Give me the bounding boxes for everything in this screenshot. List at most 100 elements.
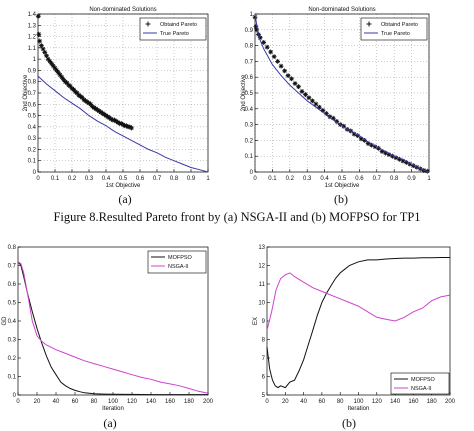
y-tick-label: 0.5 [8, 301, 17, 307]
legend-marker [366, 21, 372, 27]
data-point-marker [74, 90, 80, 96]
data-point-marker [71, 87, 77, 93]
y-tick-label: 0.4 [28, 125, 37, 131]
x-tick-label: 0.9 [187, 176, 196, 182]
x-tick-label: 0.5 [338, 176, 347, 182]
series-line [17, 261, 208, 396]
x-tick-label: 120 [372, 399, 383, 405]
x-tick-label: 80 [91, 399, 98, 405]
data-point-marker [400, 158, 406, 164]
data-point-marker [36, 31, 42, 37]
data-point-marker [54, 68, 60, 73]
x-tick-label: 0.1 [268, 176, 277, 182]
y-tick-label: 0.5 [245, 91, 254, 97]
y-tick-label: 8 [262, 338, 266, 344]
y-tick-label: 1 [33, 57, 37, 63]
x-tick-label: 0.6 [136, 176, 145, 182]
y-tick-label: 0 [250, 170, 254, 176]
x-tick-label: 0.6 [355, 176, 364, 182]
y-tick-label: 0.9 [28, 68, 37, 74]
data-point-marker [261, 40, 267, 45]
y-tick-label: 0.3 [28, 136, 37, 142]
plot-area [267, 247, 450, 395]
x-axis-label: 1st Objective [325, 183, 360, 189]
y-tick-label: 0.8 [28, 80, 37, 86]
data-point-marker [355, 133, 361, 139]
x-tick-label: 200 [203, 399, 214, 405]
x-tick-label: 60 [72, 399, 79, 405]
data-point-marker [67, 83, 73, 89]
data-point-marker [257, 35, 263, 41]
legend-label: MOFPSO [411, 377, 436, 383]
x-tick-label: 140 [390, 399, 401, 405]
data-point-marker [79, 95, 85, 100]
y-tick-label: 0.3 [245, 123, 254, 129]
x-tick-label: 160 [408, 399, 419, 405]
data-point-marker [289, 76, 294, 82]
x-tick-label: 80 [337, 399, 344, 405]
data-point-marker [45, 56, 51, 62]
x-axis-label: Iteration [348, 406, 370, 412]
y-tick-label: 6 [262, 375, 266, 381]
axes-frame [254, 13, 430, 173]
y-tick-label: 0.2 [8, 356, 17, 362]
legend-box [390, 372, 450, 395]
data-point-marker [253, 24, 259, 30]
y-tick-label: 12 [258, 264, 265, 270]
data-point-marker [303, 92, 308, 97]
data-point-marker [306, 95, 312, 101]
data-point-marker [386, 152, 392, 158]
data-point-marker [358, 136, 364, 142]
y-tick-label: 0.7 [245, 59, 254, 65]
x-tick-label: 0.4 [320, 176, 329, 182]
x-axis-label: Iteration [102, 406, 124, 412]
x-axis-label: 1st Objective [106, 183, 141, 189]
chart-title: Non-dominated Solutions [89, 7, 156, 13]
y-tick-label: 5 [262, 393, 266, 399]
legend-label: True Pareto [160, 31, 189, 37]
data-point-marker [372, 144, 378, 150]
data-point-marker [393, 155, 399, 161]
data-point-marker [271, 54, 277, 60]
y-axis-label: 2nd Objective [23, 74, 29, 111]
x-tick-label: 0.2 [286, 176, 295, 182]
gd-convergence-chart: 0 20 40 60 80 100 120 140 160 180 200 0 0.1 0.2 0.3 0.4… [2, 245, 214, 412]
y-tick-label: 1.2 [28, 35, 37, 41]
x-tick-label: 140 [146, 399, 157, 405]
series-line [17, 261, 209, 394]
data-point-marker [310, 98, 315, 104]
x-tick-label: 1 [427, 176, 431, 182]
y-tick-label: 0.4 [8, 319, 17, 325]
data-point-marker [403, 160, 409, 165]
series-line [266, 257, 450, 389]
x-tick-label: 20 [34, 399, 41, 405]
data-point-marker [313, 101, 319, 107]
panel-label-bottom-b: (b) [342, 416, 356, 430]
panel-label-bottom-a: (a) [103, 416, 117, 430]
legend-label: Obtaind Pareto [160, 22, 197, 28]
x-tick-label: 0.3 [303, 176, 312, 182]
y-tick-label: 0.4 [245, 107, 254, 113]
data-point-marker [285, 73, 291, 79]
y-tick-label: 0.1 [8, 375, 17, 381]
data-point-marker [42, 49, 48, 55]
data-point-marker [327, 114, 333, 120]
data-point-marker [49, 61, 54, 67]
y-tick-label: 0.8 [8, 245, 17, 251]
data-point-marker [407, 161, 413, 167]
data-point-marker [282, 68, 287, 74]
x-tick-label: 0.4 [102, 176, 111, 182]
y-tick-label: 7 [262, 356, 266, 362]
legend-label: NSGA-II [168, 264, 189, 270]
data-point-marker [254, 27, 260, 33]
legend-label: MOFPSO [168, 255, 193, 261]
data-point-marker [296, 84, 301, 90]
y-tick-label: 0.6 [28, 102, 37, 108]
data-point-marker [52, 65, 58, 71]
y-tick-label: 10 [258, 301, 265, 307]
data-point-marker [35, 13, 41, 19]
data-point-marker [323, 111, 329, 116]
y-axis-label: GD [2, 316, 8, 326]
x-tick-label: 40 [300, 399, 307, 405]
data-point-marker [275, 59, 281, 64]
